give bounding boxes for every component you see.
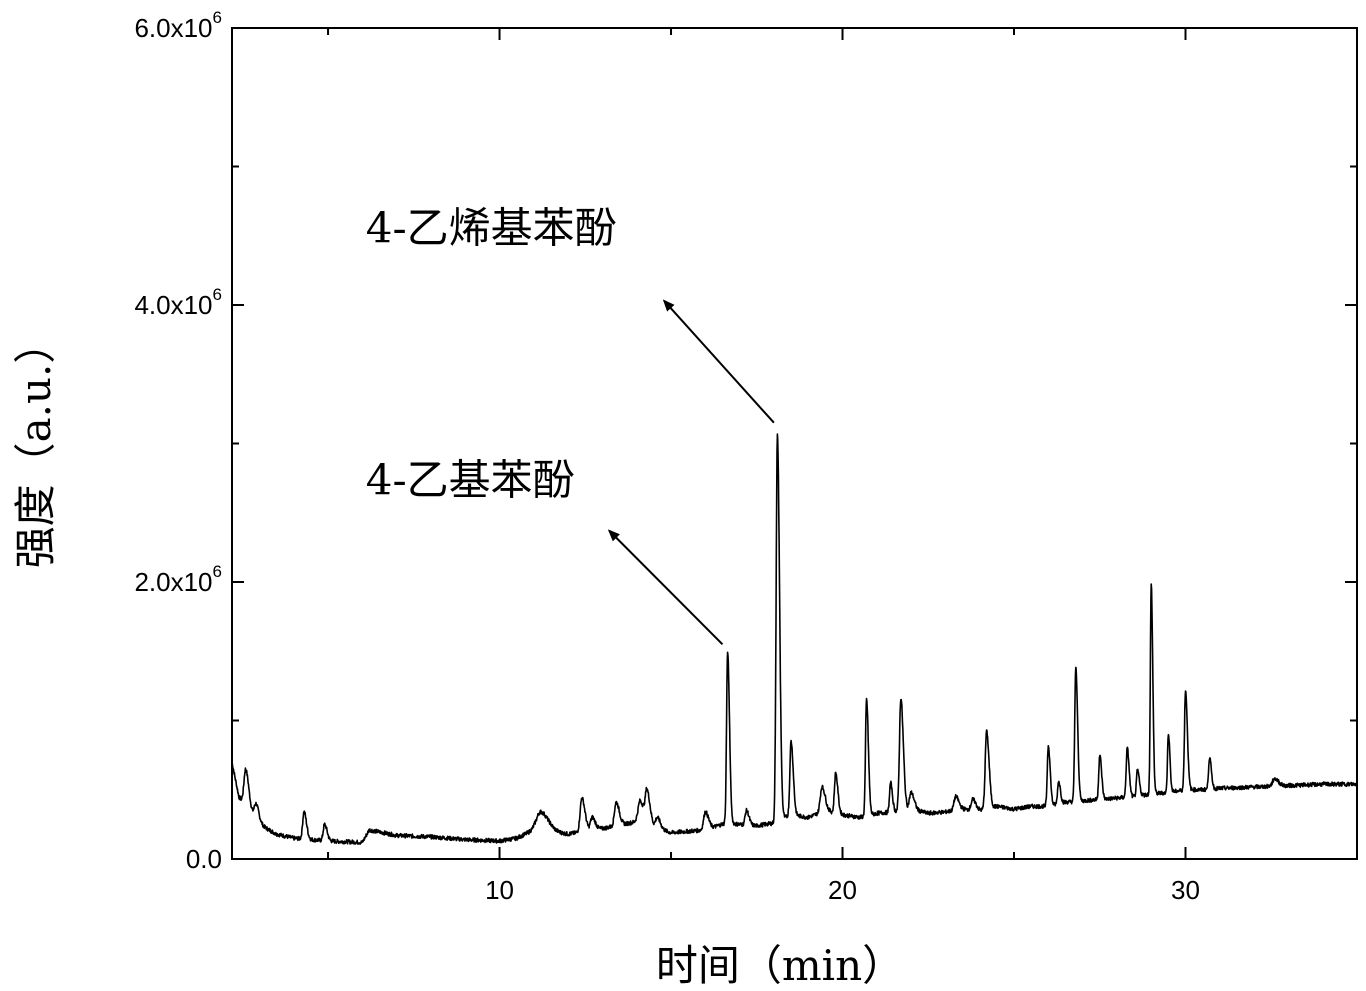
annotation-layer: 4-乙烯基苯酚 4-乙基苯酚 <box>366 204 775 646</box>
peak-annotation-arrow <box>662 299 775 424</box>
chromatogram-trace <box>231 433 1358 845</box>
x-axis-title: 时间（min） <box>656 941 904 990</box>
x-tick-label: 10 <box>485 875 514 905</box>
y-tick-label: 6.0x106 <box>134 8 222 43</box>
labels-layer: 时间（min） 强度（a.u.） <box>11 322 904 990</box>
plot-layer <box>231 433 1358 845</box>
y-axis-title: 强度（a.u.） <box>11 322 60 569</box>
x-tick-label: 30 <box>1171 875 1200 905</box>
peak-annotation-arrow <box>607 529 724 646</box>
y-tick-label: 0.0 <box>186 844 222 874</box>
y-tick-label: 4.0x106 <box>134 285 222 320</box>
y-tick-label: 2.0x106 <box>134 562 222 597</box>
peak-annotation-label: 4-乙基苯酚 <box>366 456 575 505</box>
peak-annotation-label: 4-乙烯基苯酚 <box>366 204 617 253</box>
axes-layer: 10 20 30 0.0 2.0x106 4.0x106 6.0x106 <box>134 8 1358 905</box>
x-tick-label: 20 <box>828 875 857 905</box>
